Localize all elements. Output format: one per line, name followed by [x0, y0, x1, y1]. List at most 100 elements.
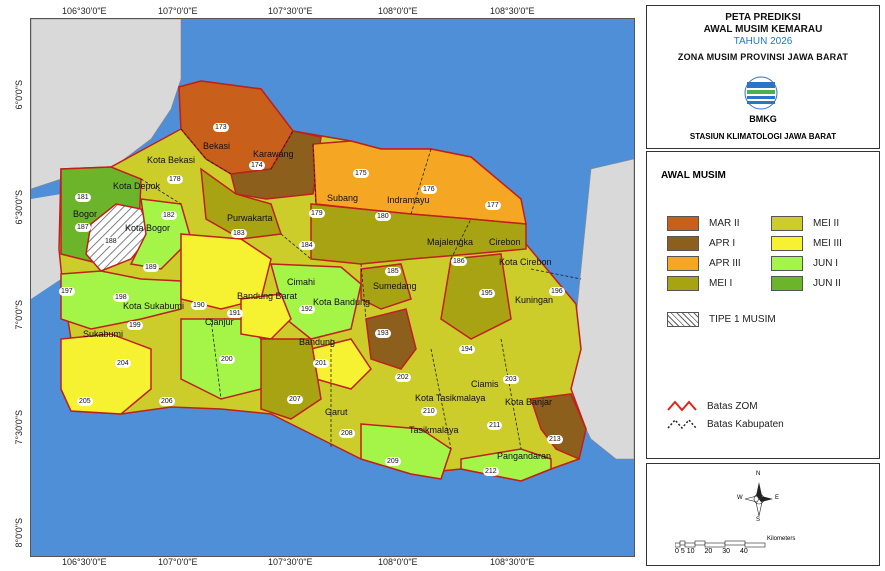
zone-193 — [365, 308, 417, 370]
legend-swatch — [771, 256, 803, 271]
legend-label: Batas ZOM — [707, 400, 758, 412]
zom-number: 204 — [115, 359, 131, 368]
title-line2: AWAL MUSIM KEMARAU — [703, 24, 823, 35]
lat-label: 6°0'0"S — [14, 80, 24, 110]
zom-number: 185 — [385, 267, 401, 276]
zone-195 — [440, 253, 512, 340]
hatch-swatch — [667, 312, 699, 327]
lon-label: 108°30'0"E — [490, 557, 535, 567]
place-label: Bogor — [73, 209, 98, 219]
legend-swatch — [771, 216, 803, 231]
zom-number: 180 — [375, 212, 391, 221]
scale-tick: 20 — [704, 548, 713, 555]
title-panel: PETA PREDIKSI AWAL MUSIM KEMARAU TAHUN 2… — [646, 5, 880, 149]
zom-line-icon — [667, 400, 697, 412]
legend-item: MEI I — [667, 276, 732, 291]
title-line1: PETA PREDIKSI — [725, 12, 801, 23]
banten-land — [31, 19, 182, 190]
compass-w: W — [737, 495, 743, 501]
legend-item: MAR II — [667, 216, 740, 231]
place-label: Indramayu — [387, 195, 430, 205]
west-land — [31, 194, 61, 299]
legend-item: Batas ZOM — [667, 400, 758, 412]
lat-label: 7°0'0"S — [14, 300, 24, 330]
place-label: Pangandaran — [497, 451, 552, 461]
legend-label: Batas Kabupaten — [707, 418, 784, 430]
place-label: Kota Bekasi — [147, 155, 196, 165]
place-label: Kota Banjar — [505, 397, 553, 407]
place-label: Cimahi — [287, 277, 316, 287]
zom-number: 209 — [385, 457, 401, 466]
scale-tick: 0 — [675, 548, 679, 555]
zom-number: 178 — [167, 175, 183, 184]
lon-label: 107°0'0"E — [158, 557, 198, 567]
zom-number: 186 — [451, 257, 467, 266]
scale-bar: Kilometers — [674, 536, 805, 548]
zone-179-186 — [310, 203, 527, 265]
zom-number: 210 — [421, 407, 437, 416]
zom-number: 188 — [103, 237, 119, 246]
zom-number: 189 — [143, 263, 159, 272]
legend-label: APR I — [709, 238, 736, 249]
zom-number: 183 — [231, 229, 247, 238]
zom-number: 211 — [487, 421, 503, 430]
zom-number: 182 — [161, 211, 177, 220]
legend-label: MEI I — [709, 278, 733, 289]
legend-label: TIPE 1 MUSIM — [709, 314, 776, 325]
compass-s: S — [756, 517, 761, 523]
zom-number: 174 — [249, 161, 265, 170]
zom-number: 196 — [549, 287, 565, 296]
place-label: Bandung — [299, 337, 336, 347]
lat-label: 8°0'0"S — [14, 518, 24, 548]
scale-unit: Kilometers — [767, 536, 796, 542]
place-label: Subang — [327, 193, 359, 203]
lon-label: 107°30'0"E — [268, 6, 313, 16]
lon-label: 106°30'0"E — [62, 557, 107, 567]
station-name: STASIUN KLIMATOLOGI JAWA BARAT — [689, 132, 837, 141]
zom-number: 175 — [353, 169, 369, 178]
legend-item: APR III — [667, 256, 741, 271]
legend-swatch — [667, 256, 699, 271]
zom-number: 206 — [159, 397, 175, 406]
map-svg — [31, 19, 634, 556]
zom-number: 212 — [483, 467, 499, 476]
place-label: Bandung Barat — [237, 291, 298, 301]
zom-number: 173 — [213, 123, 229, 132]
legend-swatch — [667, 236, 699, 251]
place-label: Ciamis — [471, 379, 499, 389]
legend-swatch — [771, 236, 803, 251]
legend-heading: AWAL MUSIM — [661, 170, 726, 181]
zom-number: 202 — [395, 373, 411, 382]
lat-label: 6°30'0"S — [14, 190, 24, 225]
lon-label: 108°30'0"E — [490, 6, 535, 16]
place-label: Karawang — [253, 149, 294, 159]
zom-number: 190 — [191, 301, 207, 310]
scale-ticks: 0 5 10 20 30 40 — [675, 548, 748, 555]
legend-item: MEI III — [771, 236, 842, 251]
map-frame[interactable]: Bekasi Karawang Kota Bekasi Kota Depok S… — [30, 18, 635, 557]
zom-number: 205 — [77, 397, 93, 406]
lon-label: 106°30'0"E — [62, 6, 107, 16]
title-year: TAHUN 2026 — [733, 36, 793, 47]
compass-panel: N S W E Kilometers 0 5 10 20 30 40 — [646, 463, 880, 566]
place-label: Kota Sukabumi — [123, 301, 185, 311]
place-label: Bekasi — [203, 141, 231, 151]
zone-209 — [360, 423, 452, 480]
zom-number: 192 — [299, 305, 315, 314]
zom-number: 177 — [485, 201, 501, 210]
scale-tick: 30 — [722, 548, 731, 555]
lon-label: 108°0'0"E — [378, 557, 418, 567]
legend-label: JUN I — [813, 258, 838, 269]
compass-rose-icon: N S W E — [737, 471, 779, 524]
lon-label: 108°0'0"E — [378, 6, 418, 16]
legend-item: APR I — [667, 236, 735, 251]
compass-n: N — [756, 471, 761, 477]
place-label: Kota Bandung — [313, 297, 371, 307]
place-label: Kota Depok — [113, 181, 161, 191]
legend-item: Batas Kabupaten — [667, 418, 784, 430]
zone-213 — [529, 393, 587, 461]
legend-panel: AWAL MUSIM MAR II APR I APR III MEI I ME… — [646, 151, 880, 459]
zom-number: 208 — [339, 429, 355, 438]
legend-item: MEI II — [771, 216, 839, 231]
place-label: Purwakarta — [227, 213, 273, 223]
